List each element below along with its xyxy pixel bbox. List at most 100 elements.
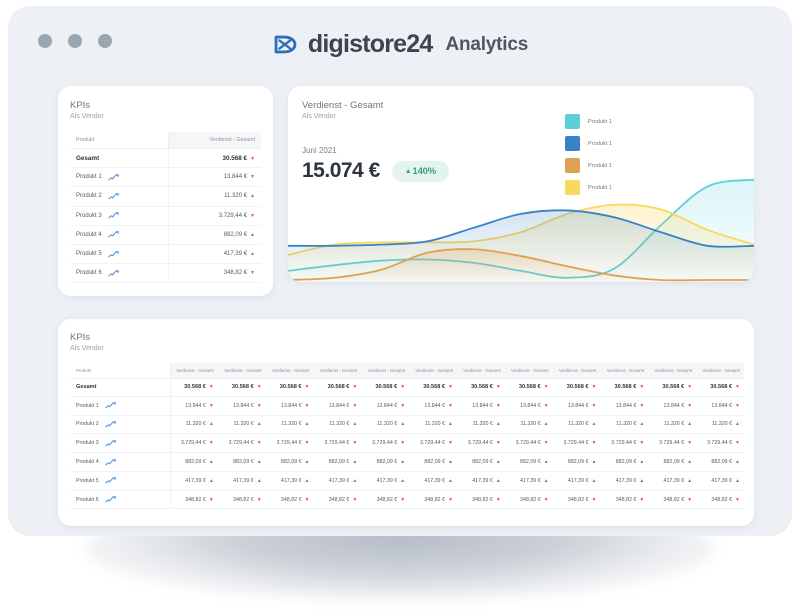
product-label: Produkt 6 xyxy=(76,270,102,277)
row-value-cell: 3.729,44 € ▼ xyxy=(600,433,649,454)
row-value-cell: 3.729,44 € ▼ xyxy=(169,433,218,454)
value-text: 30.568 € xyxy=(710,384,733,391)
column-header-verdienst-gesamt[interactable]: Verdienst - Gesamt xyxy=(167,132,261,149)
legend-item-3[interactable]: Produkt 1 xyxy=(565,180,612,195)
column-header-verdienst-gesamt-7[interactable]: Verdienst - Gesamt xyxy=(504,363,553,379)
window-controls[interactable] xyxy=(38,34,112,48)
column-header-verdienst-gesamt-11[interactable]: Verdienst - Gesamt xyxy=(696,363,744,379)
column-header-verdienst-gesamt-1[interactable]: Verdienst - Gesamt xyxy=(217,363,266,379)
product-name-cell: Produkt 5 xyxy=(76,477,166,484)
trend-up-icon: ▲ xyxy=(304,477,310,484)
trend-down-icon: ▼ xyxy=(639,384,645,391)
trend-down-icon: ▼ xyxy=(250,270,255,277)
row-value-cell: 348,82 € ▼ xyxy=(313,490,362,510)
column-header-verdienst-gesamt-4[interactable]: Verdienst - Gesamt xyxy=(361,363,410,379)
table-row[interactable]: Produkt 1 13.844 € ▼ xyxy=(70,167,261,188)
row-value-cell: 882,09 € ▲ xyxy=(409,452,457,472)
value-text: 3.729,44 € xyxy=(372,440,398,447)
value-text: 13.844 € xyxy=(711,402,733,409)
chart-header: Verdienst - Gesamt Als Vendor Juni 2021 … xyxy=(288,86,754,183)
column-header-produkt[interactable]: Produkt xyxy=(70,363,170,379)
row-value-cell: 30.568 € ▼ xyxy=(169,378,218,397)
value-text: 348,82 € xyxy=(615,496,637,503)
row-value-cell: 13.844 € ▼ xyxy=(217,396,266,416)
sparkline-icon xyxy=(108,174,119,181)
trend-up-icon: ▲ xyxy=(735,459,740,466)
table-row[interactable]: Produkt 2 11.320 € ▲ 11.320 € ▲ 11.320 € ▲ 11.3… xyxy=(70,415,744,435)
trend-up-icon: ▲ xyxy=(208,421,214,428)
column-header-verdienst-gesamt-3[interactable]: Verdienst - Gesamt xyxy=(313,363,362,379)
row-name-cell: Produkt 1 xyxy=(70,167,169,188)
column-header-verdienst-gesamt-5[interactable]: Verdienst - Gesamt xyxy=(409,363,457,379)
table-row[interactable]: Produkt 3 3.729,44 € ▼ 3.729,44 € ▼ 3.729,44 … xyxy=(70,433,744,454)
legend-swatch-icon xyxy=(565,180,581,195)
row-value-cell: 13.844 € ▼ xyxy=(167,167,261,188)
row-value-cell: 417,39 € ▲ xyxy=(600,471,649,491)
window-close-dot-icon[interactable] xyxy=(38,34,52,48)
table-row[interactable]: Produkt 6 348,82 € ▼ xyxy=(70,263,261,284)
trend-down-icon: ▼ xyxy=(250,174,255,181)
trend-down-icon: ▼ xyxy=(352,496,358,503)
value-text: 13.844 € xyxy=(233,402,254,409)
table-row[interactable]: Produkt 4 882,09 € ▲ 882,09 € ▲ 882,09 € ▲ 882,… xyxy=(70,452,744,472)
window-minimize-dot-icon[interactable] xyxy=(68,34,82,48)
column-header-verdienst-gesamt-2[interactable]: Verdienst - Gesamt xyxy=(265,363,314,379)
column-header-verdienst-gesamt-8[interactable]: Verdienst - Gesamt xyxy=(552,363,601,379)
brand-header: digistore24 Analytics xyxy=(8,30,792,59)
value-text: 13.844 € xyxy=(663,402,685,409)
row-value-cell: 13.844 € ▼ xyxy=(552,396,601,416)
trend-up-icon: ▲ xyxy=(591,477,597,484)
table-row[interactable]: Produkt 4 882,09 € ▲ xyxy=(70,225,261,245)
legend-item-0[interactable]: Produkt 1 xyxy=(565,114,612,129)
trend-down-icon: ▼ xyxy=(352,402,358,409)
sparkline-icon xyxy=(105,421,116,428)
trend-up-icon: ▲ xyxy=(448,421,453,428)
table-row[interactable]: Gesamt 30.568 € ▼ 30.568 € ▼ 30.568 € ▼ 30.568 … xyxy=(70,378,744,397)
trend-up-icon: ▲ xyxy=(639,421,645,428)
row-name-cell: Produkt 4 xyxy=(70,225,169,245)
table-row[interactable]: Produkt 1 13.844 € ▼ 13.844 € ▼ 13.844 € ▼ 13.8… xyxy=(70,396,744,416)
trend-down-icon: ▼ xyxy=(256,384,262,391)
digistore24-logo-icon xyxy=(272,31,299,58)
product-name-cell: Produkt 1 xyxy=(76,174,162,181)
product-name-cell: Produkt 5 xyxy=(76,250,162,258)
trend-down-icon: ▼ xyxy=(687,440,693,447)
chart-legend: Produkt 1 Produkt 1 Produkt 1 Produkt 1 xyxy=(565,114,612,195)
trend-up-icon: ▲ xyxy=(352,459,358,466)
value-text: 13.844 € xyxy=(185,402,206,409)
table-row[interactable]: Produkt 6 348,82 € ▼ 348,82 € ▼ 348,82 € ▼ 348,… xyxy=(70,490,744,510)
row-value-cell: 348,82 € ▼ xyxy=(167,263,261,284)
table-row[interactable]: Produkt 2 11.320 € ▲ xyxy=(70,186,261,207)
column-header-produkt[interactable]: Produkt xyxy=(70,132,169,149)
trend-down-icon: ▼ xyxy=(448,496,453,503)
table-row[interactable]: Produkt 3 3.729,44 € ▼ xyxy=(70,206,261,226)
table-row[interactable]: Gesamt 30.568 € ▼ xyxy=(70,148,261,169)
row-value-cell: 348,82 € ▼ xyxy=(600,490,649,510)
row-value-cell: 13.844 € ▼ xyxy=(409,396,457,416)
row-value-cell: 11.320 € ▲ xyxy=(265,415,314,435)
legend-item-2[interactable]: Produkt 1 xyxy=(565,158,612,173)
table-row[interactable]: Produkt 5 417,39 € ▲ 417,39 € ▲ 417,39 € ▲ 417,… xyxy=(70,471,744,491)
column-header-verdienst-gesamt-9[interactable]: Verdienst - Gesamt xyxy=(600,363,649,379)
value-text: 417,39 € xyxy=(223,251,248,258)
value-text: 30.568 € xyxy=(471,384,493,391)
column-header-verdienst-gesamt-0[interactable]: Verdienst - Gesamt xyxy=(169,363,218,379)
chart-line-2 xyxy=(288,248,754,282)
trend-up-icon: ▲ xyxy=(304,421,310,428)
column-header-verdienst-gesamt-6[interactable]: Verdienst - Gesamt xyxy=(456,363,505,379)
trend-up-icon: ▲ xyxy=(639,477,645,484)
trend-down-icon: ▼ xyxy=(735,402,740,409)
value-text: 3.729,44 € xyxy=(180,440,206,447)
window-maximize-dot-icon[interactable] xyxy=(98,34,112,48)
trend-down-icon: ▼ xyxy=(256,440,262,447)
row-value-cell: 417,39 € ▲ xyxy=(696,471,744,491)
value-text: 11.320 € xyxy=(663,421,685,428)
table-row[interactable]: Produkt 5 417,39 € ▲ xyxy=(70,244,261,265)
legend-item-1[interactable]: Produkt 1 xyxy=(565,136,612,151)
row-value-cell: 417,39 € ▲ xyxy=(504,471,553,491)
revenue-area-chart xyxy=(288,178,754,282)
value-text: 3.729,44 € xyxy=(515,440,541,447)
column-header-verdienst-gesamt-10[interactable]: Verdienst - Gesamt xyxy=(648,363,697,379)
sparkline-icon xyxy=(108,212,119,219)
product-name-cell: Gesamt xyxy=(76,384,166,390)
